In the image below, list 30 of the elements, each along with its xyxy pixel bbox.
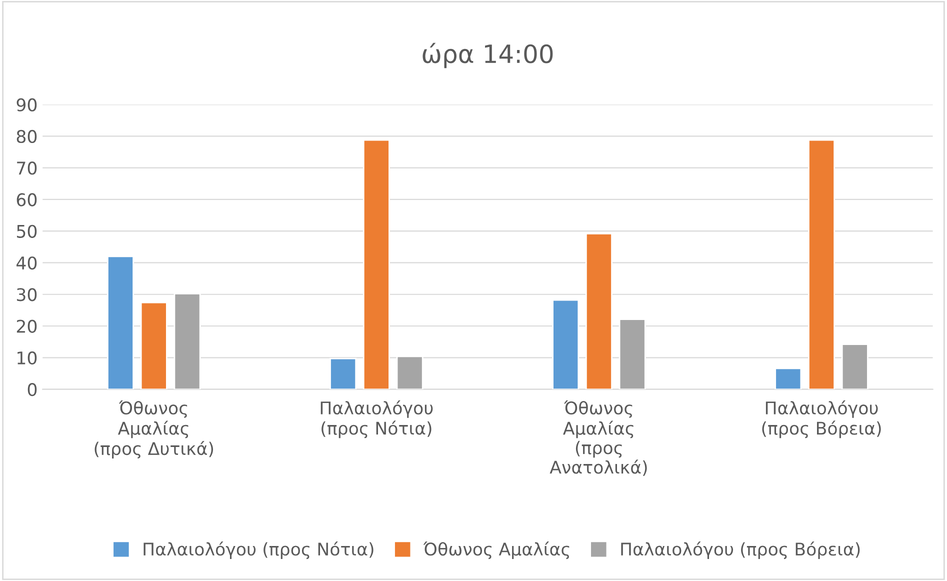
y-tick-label: 80 (16, 130, 37, 144)
bar (362, 139, 390, 390)
y-tick-label: 70 (17, 162, 37, 175)
bar (140, 302, 168, 390)
y-tick-label: 50 (17, 224, 37, 238)
legend-label: Όθωνος Αμαλίας (423, 542, 570, 560)
bar (107, 256, 134, 390)
bar (585, 232, 612, 390)
bar (174, 293, 201, 390)
y-tick-label: 20 (16, 320, 37, 333)
y-tick-label: 60 (16, 193, 37, 206)
chart-title: ώρα 14:00 (422, 42, 553, 68)
bar (841, 344, 868, 390)
bar (330, 358, 357, 390)
y-tick-label: 90 (16, 98, 37, 112)
legend-label: Παλαιολόγου (προς Βόρεια) (621, 542, 860, 560)
bar (552, 299, 580, 390)
y-tick-label: 30 (16, 288, 37, 302)
bar (618, 318, 646, 390)
bar (774, 368, 802, 390)
x-tick-label: Παλαιολόγου (προς Βόρεια) (762, 400, 881, 438)
x-tick-label: Παλαιολόγου (προς Νότια) (320, 400, 433, 438)
y-tick-label: 40 (16, 256, 37, 270)
y-tick-label: 10 (18, 351, 37, 364)
legend-label: Παλαιολόγου (προς Νότια) (144, 542, 374, 560)
x-tick-label: Όθωνος Αμαλίας (προς Ανατολικά) (550, 400, 647, 476)
bar (808, 139, 836, 390)
bar (396, 356, 424, 390)
y-tick-label: 0 (28, 382, 37, 396)
x-tick-label: Όθωνος Αμαλίας (προς Δυτικά) (94, 400, 214, 459)
